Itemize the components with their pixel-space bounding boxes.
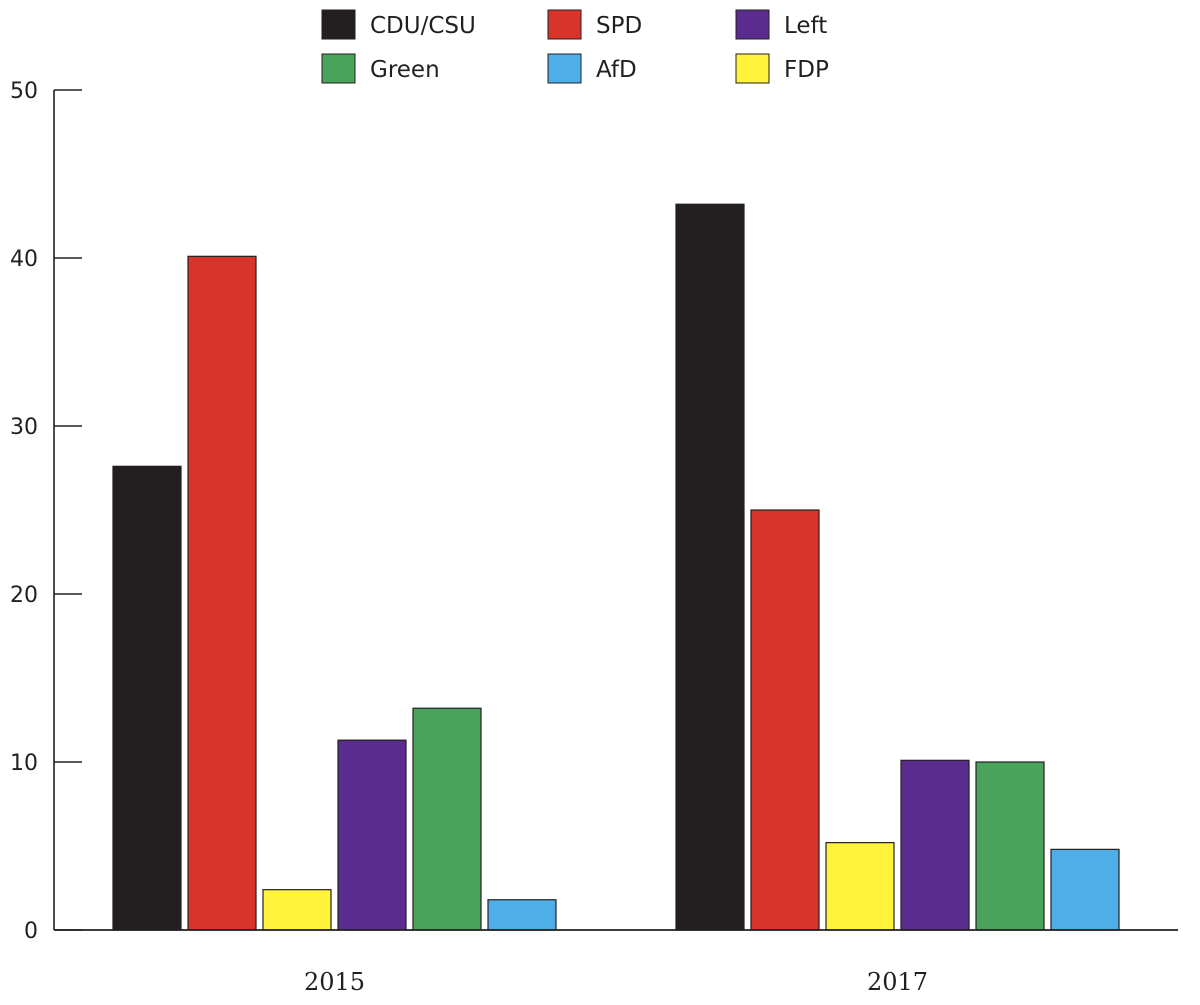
x-category-label: 2015	[304, 968, 365, 996]
legend-item-spd: SPD	[547, 9, 642, 40]
legend-swatch	[547, 9, 582, 40]
legend-label: SPD	[596, 13, 642, 39]
bars	[112, 203, 1120, 931]
bar-cdu-csu-2015	[112, 465, 182, 931]
legend: CDU/CSU SPD Left Green AfD FDP	[321, 9, 829, 84]
legend-label: AfD	[596, 57, 637, 83]
y-tick-label: 30	[10, 415, 38, 440]
legend-label: Left	[784, 13, 827, 39]
x-axis: 2015 2017	[54, 929, 1178, 996]
bar-spd-2015	[187, 255, 257, 931]
legend-swatch	[321, 53, 356, 84]
y-tick-label: 0	[24, 919, 38, 944]
bar-afd-2015	[487, 899, 557, 931]
bar-green-2017	[975, 761, 1045, 931]
y-tick-label: 50	[10, 79, 38, 104]
bar-cdu-csu-2017	[675, 203, 745, 931]
legend-label: FDP	[784, 57, 829, 83]
bar-left-2017	[900, 759, 970, 931]
legend-swatch	[321, 9, 356, 40]
bar-left-2015	[337, 739, 407, 931]
legend-swatch	[735, 53, 770, 84]
legend-label: CDU/CSU	[370, 13, 476, 39]
legend-item-fdp: FDP	[735, 53, 829, 84]
legend-swatch	[735, 9, 770, 40]
y-tick-label: 20	[10, 583, 38, 608]
y-tick-label: 40	[10, 247, 38, 272]
bar-spd-2017	[750, 509, 820, 931]
x-category-label: 2017	[867, 968, 928, 996]
legend-item-left: Left	[735, 9, 827, 40]
legend-item-green: Green	[321, 53, 440, 84]
legend-swatch	[547, 53, 582, 84]
bar-afd-2017	[1050, 848, 1120, 931]
y-tick-label: 10	[10, 751, 38, 776]
legend-item-afd: AfD	[547, 53, 637, 84]
y-axis: 0 10 20 30 40 50	[10, 79, 82, 944]
legend-item-cdu-csu: CDU/CSU	[321, 9, 476, 40]
bar-fdp-2017	[825, 842, 895, 931]
bar-fdp-2015	[262, 889, 332, 931]
legend-label: Green	[370, 57, 440, 83]
bar-green-2015	[412, 707, 482, 931]
